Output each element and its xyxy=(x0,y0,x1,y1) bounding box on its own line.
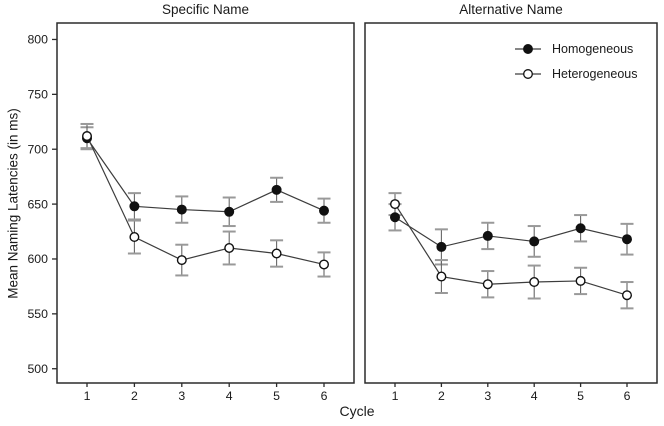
data-point xyxy=(529,277,540,288)
series-line-homogeneous xyxy=(394,216,628,248)
x-tick-label: 3 xyxy=(484,389,491,403)
series-line-heterogeneous xyxy=(86,135,325,266)
x-tick-label: 5 xyxy=(577,389,584,403)
data-point xyxy=(176,255,187,266)
data-point xyxy=(390,212,401,223)
open-circle-icon xyxy=(515,68,541,79)
x-tick-label: 6 xyxy=(624,389,631,403)
x-tick-label: 3 xyxy=(178,389,185,403)
x-tick-label: 2 xyxy=(438,389,445,403)
data-point xyxy=(436,241,447,252)
data-point xyxy=(224,206,235,217)
data-point xyxy=(271,248,282,259)
data-point xyxy=(224,242,235,253)
data-point xyxy=(129,232,140,243)
panel-right: 1 2 3 4 5 6 xyxy=(364,22,658,403)
data-point xyxy=(390,199,401,210)
panel-left: 500 550 600 650 700 750 800 1 2 3 4 5 6 xyxy=(27,22,355,403)
x-tick-label: 2 xyxy=(131,389,138,403)
data-point xyxy=(575,275,586,286)
y-tick-label: 700 xyxy=(27,142,48,156)
x-tick-label: 1 xyxy=(84,389,91,403)
x-axis-label: Cycle xyxy=(339,403,375,419)
data-point xyxy=(622,290,633,301)
data-point xyxy=(436,271,447,282)
data-point xyxy=(482,230,493,241)
legend-label-homogeneous: Homogeneous xyxy=(552,41,634,56)
y-tick-label: 800 xyxy=(27,33,48,47)
data-point xyxy=(129,201,140,212)
panel-border xyxy=(364,22,658,384)
data-point xyxy=(575,223,586,234)
y-tick-label: 650 xyxy=(27,197,48,211)
series-homogeneous xyxy=(81,133,330,217)
data-point xyxy=(529,236,540,247)
x-tick-label: 1 xyxy=(392,389,399,403)
data-point xyxy=(319,205,330,216)
panel-title-alternative-name: Alternative Name xyxy=(459,2,563,17)
panel-border xyxy=(56,22,355,384)
x-tick-label: 5 xyxy=(273,389,280,403)
error-bars-homogeneous xyxy=(388,203,634,266)
legend-item-homogeneous: Homogeneous xyxy=(513,36,637,61)
x-tick-label: 6 xyxy=(321,389,328,403)
series-heterogeneous xyxy=(390,199,633,301)
data-point xyxy=(176,204,187,215)
panel-title-specific-name: Specific Name xyxy=(161,2,250,17)
legend-item-heterogeneous: Heterogeneous xyxy=(513,61,637,86)
data-point xyxy=(271,184,282,195)
series-line-homogeneous xyxy=(86,137,325,213)
x-tick-label: 4 xyxy=(226,389,233,403)
y-axis-label: Mean Naming Latencies (in ms) xyxy=(5,108,21,299)
series-heterogeneous xyxy=(81,131,330,270)
legend: Homogeneous Heterogeneous xyxy=(513,36,637,86)
series-homogeneous xyxy=(390,212,633,252)
x-tick-label: 4 xyxy=(531,389,538,403)
data-point xyxy=(319,259,330,270)
y-tick-label: 550 xyxy=(27,307,48,321)
series-line-heterogeneous xyxy=(394,203,628,296)
data-point xyxy=(81,131,92,142)
y-tick-label: 750 xyxy=(27,88,48,102)
legend-label-heterogeneous: Heterogeneous xyxy=(552,66,638,81)
y-tick-label: 600 xyxy=(27,252,48,266)
y-tick-label: 500 xyxy=(27,362,48,376)
filled-circle-icon xyxy=(515,43,541,54)
data-point xyxy=(622,234,633,245)
data-point xyxy=(482,279,493,290)
